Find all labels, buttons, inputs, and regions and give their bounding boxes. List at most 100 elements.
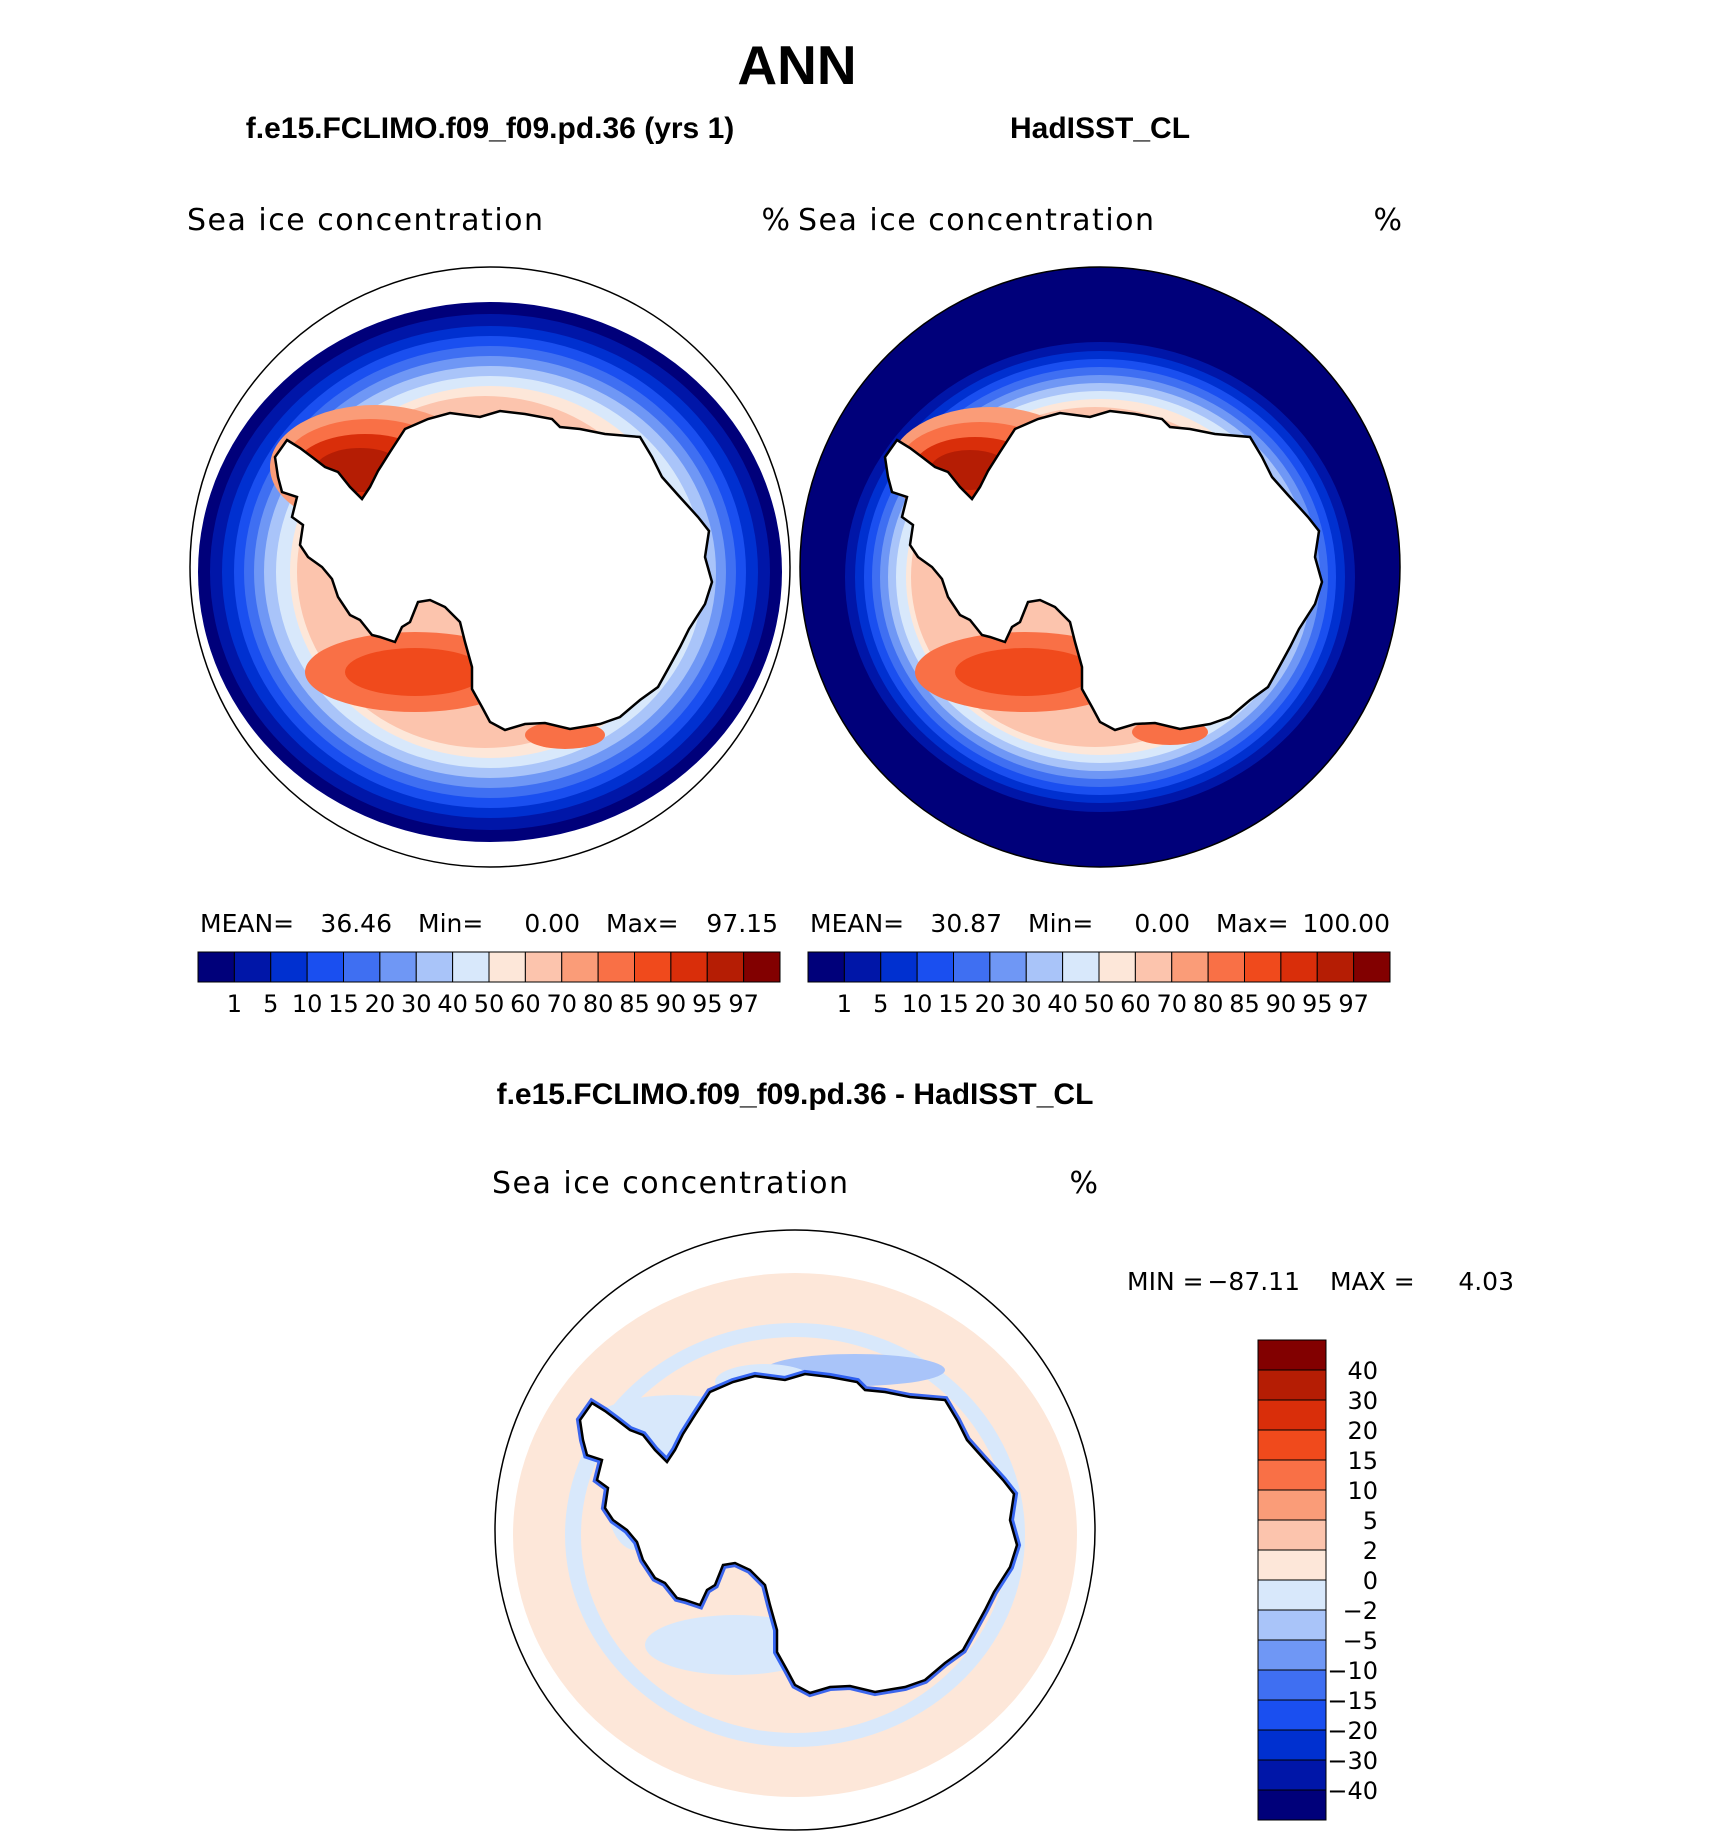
right-colorbar-tick-label: 85 [1229, 990, 1260, 1018]
right-colorbar-box [843, 951, 882, 983]
difference-map-boundary [494, 1229, 1096, 1831]
right-max-value: 100.00 [1303, 909, 1390, 938]
diff-colorbar-tick-label: −15 [1327, 1687, 1378, 1715]
right-colorbar-tick-label: 10 [902, 990, 933, 1018]
left-colorbar-tick-label: 20 [365, 990, 396, 1018]
left-colorbar-tick-label: 15 [328, 990, 359, 1018]
diff-colorbar-box [1257, 1639, 1327, 1671]
left-colorbar-tick-label: 60 [510, 990, 541, 1018]
left-colorbar-tick-label: 5 [263, 990, 278, 1018]
left-colorbar-tick-label: 80 [583, 990, 614, 1018]
right-colorbar-box [807, 951, 845, 983]
diff-colorbar-tick-label: 15 [1347, 1447, 1378, 1475]
right-colorbar-box [1353, 951, 1391, 983]
right-colorbar-box [953, 951, 991, 983]
left-colorbar-box [706, 951, 745, 983]
left-colorbar-box [670, 951, 708, 983]
left-colorbar-box [561, 951, 599, 983]
season-title: ANN [737, 34, 856, 96]
diff-min-label: MIN = [1127, 1267, 1204, 1296]
right-colorbar-tick-label: 50 [1084, 990, 1115, 1018]
left-colorbar-box [415, 951, 454, 983]
right-colorbar-box [1025, 951, 1064, 983]
right-mean-label: MEAN= [810, 909, 904, 938]
right-variable-label: Sea ice concentration [798, 203, 1156, 238]
right-colorbar-tick-label: 40 [1047, 990, 1078, 1018]
left-variable-label: Sea ice concentration [187, 203, 545, 238]
diff-colorbar-tick-label: 2 [1363, 1537, 1378, 1565]
left-max-value: 97.15 [706, 909, 778, 938]
left-colorbar-tick-label: 40 [437, 990, 468, 1018]
right-colorbar-box [880, 951, 918, 983]
right-colorbar-tick-label: 97 [1338, 990, 1369, 1018]
right-colorbar-box [1316, 951, 1355, 983]
right-mean-value: 30.87 [930, 909, 1002, 938]
left-colorbar-tick-label: 1 [227, 990, 242, 1018]
left-stats: MEAN= 36.46 Min= 0.00 Max= 97.15 [200, 909, 778, 938]
diff-colorbar-box [1257, 1669, 1327, 1701]
right-max-label: Max= [1216, 909, 1289, 938]
diff-title: f.e15.FCLIMO.f09_f09.pd.36 - HadISST_CL [497, 1078, 1094, 1111]
diff-colorbar-tick-label: −30 [1327, 1747, 1378, 1775]
left-colorbar-tick-label: 70 [546, 990, 577, 1018]
left-mean-value: 36.46 [320, 909, 392, 938]
diff-colorbar-tick-label: 20 [1347, 1417, 1378, 1445]
diff-stats: MIN = −87.11 MAX = 4.03 [1127, 1267, 1514, 1296]
diff-max-label: MAX = [1330, 1267, 1415, 1296]
diff-colorbar-tick-label: −2 [1343, 1597, 1378, 1625]
diff-colorbar-tick-label: −40 [1327, 1777, 1378, 1805]
right-colorbar-tick-label: 15 [938, 990, 969, 1018]
right-colorbar-box [1207, 951, 1245, 983]
left-units-label: % [761, 203, 790, 238]
right-min-value: 0.00 [1134, 909, 1190, 938]
model-map-boundary [189, 266, 791, 868]
right-colorbar-box [1280, 951, 1318, 983]
diff-colorbar-box [1257, 1369, 1327, 1401]
left-mean-label: MEAN= [200, 909, 294, 938]
right-panel-title: HadISST_CL [1010, 112, 1190, 145]
diff-colorbar-box [1257, 1399, 1327, 1431]
right-colorbar-tick-label: 60 [1120, 990, 1151, 1018]
right-units-label: % [1373, 203, 1402, 238]
diff-variable-label: Sea ice concentration [492, 1166, 850, 1201]
left-colorbar-box [452, 951, 490, 983]
right-colorbar-tick-label: 5 [873, 990, 888, 1018]
left-min-value: 0.00 [524, 909, 580, 938]
left-colorbar-box [197, 951, 235, 983]
diff-colorbar-box [1257, 1429, 1327, 1461]
diff-colorbar-tick-label: −10 [1327, 1657, 1378, 1685]
left-colorbar-box [488, 951, 526, 983]
left-colorbar-box [306, 951, 344, 983]
right-colorbar-box [1244, 951, 1282, 983]
diff-colorbar-box [1257, 1729, 1327, 1761]
left-max-label: Max= [606, 909, 679, 938]
right-colorbar-tick-label: 80 [1193, 990, 1224, 1018]
diff-colorbar-box [1257, 1579, 1327, 1611]
left-colorbar-box [379, 951, 417, 983]
right-stats: MEAN= 30.87 Min= 0.00 Max= 100.00 [810, 909, 1390, 938]
right-colorbar-tick-label: 20 [975, 990, 1006, 1018]
diff-colorbar-tick-label: −20 [1327, 1717, 1378, 1745]
left-colorbar-tick-label: 50 [474, 990, 505, 1018]
diff-colorbar-tick-label: −5 [1343, 1627, 1378, 1655]
diff-colorbar-box [1257, 1699, 1327, 1731]
diff-colorbar-box [1257, 1459, 1327, 1491]
right-colorbar-tick-label: 30 [1011, 990, 1042, 1018]
left-colorbar-tick-label: 85 [619, 990, 650, 1018]
left-colorbar-box [233, 951, 272, 983]
left-colorbar-box [597, 951, 635, 983]
right-colorbar-box [989, 951, 1027, 983]
right-colorbar-tick-label: 1 [837, 990, 852, 1018]
left-colorbar-tick-label: 30 [401, 990, 432, 1018]
diff-colorbar-box [1257, 1759, 1327, 1791]
diff-colorbar-box [1257, 1789, 1327, 1821]
obs-map-boundary [799, 266, 1401, 868]
left-colorbar-tick-label: 95 [692, 990, 723, 1018]
diff-colorbar-tick-label: 30 [1347, 1387, 1378, 1415]
left-min-label: Min= [418, 909, 483, 938]
diff-min-value: −87.11 [1207, 1267, 1300, 1296]
right-colorbar-tick-label: 90 [1266, 990, 1297, 1018]
diff-colorbar-box [1257, 1489, 1327, 1521]
right-min-label: Min= [1028, 909, 1093, 938]
left-colorbar-tick-label: 90 [656, 990, 687, 1018]
